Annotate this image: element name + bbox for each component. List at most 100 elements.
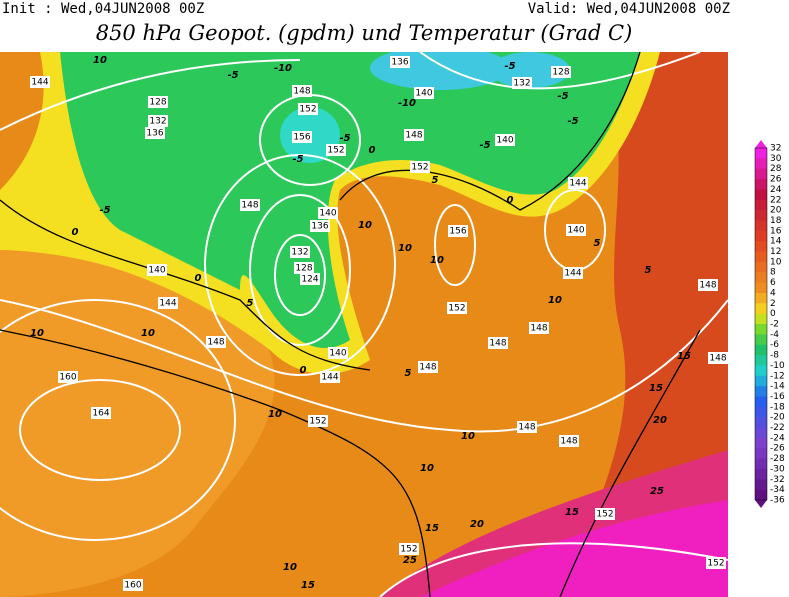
colorbar-label: -32 bbox=[770, 475, 785, 485]
colorbar-swatch bbox=[755, 199, 767, 211]
label-box bbox=[566, 224, 586, 236]
geopotential-label: 144 bbox=[564, 269, 581, 279]
geopotential-label: 128 bbox=[149, 98, 166, 108]
map-title: 850 hPa Geopot. (gpdm) und Temperatur (G… bbox=[96, 21, 633, 45]
geopotential-label: 148 bbox=[419, 363, 436, 373]
label-box bbox=[292, 85, 312, 97]
colorbar-swatch bbox=[755, 168, 767, 180]
label-box bbox=[706, 557, 726, 569]
temperature-label: 15 bbox=[301, 580, 315, 591]
colorbar-label: 32 bbox=[770, 144, 781, 154]
colorbar-label: -26 bbox=[770, 444, 785, 454]
colorbar-label: 30 bbox=[770, 154, 782, 164]
geopotential-label: 144 bbox=[31, 78, 48, 88]
temperature-label: 10 bbox=[283, 562, 297, 573]
colorbar-top-arrow bbox=[755, 140, 767, 148]
label-box bbox=[488, 337, 508, 349]
label-box bbox=[206, 336, 226, 348]
label-box bbox=[300, 273, 320, 285]
colorbar-swatch bbox=[755, 230, 767, 242]
hot-region bbox=[560, 52, 728, 597]
label-box bbox=[123, 579, 143, 591]
colorbar-swatch bbox=[755, 386, 767, 397]
geopotential-label: 124 bbox=[301, 275, 318, 285]
label-box bbox=[91, 407, 111, 419]
temperature-label: -5 bbox=[567, 116, 578, 127]
geopotential-label: 128 bbox=[295, 264, 312, 274]
colorbar-swatch bbox=[755, 406, 767, 418]
label-box bbox=[447, 302, 467, 314]
colorbar-swatch bbox=[755, 158, 767, 170]
colorbar-swatch bbox=[755, 334, 767, 346]
label-box bbox=[148, 115, 168, 127]
temperature-label: 15 bbox=[649, 383, 663, 394]
hottest-region bbox=[420, 500, 728, 597]
colorbar-label: -8 bbox=[770, 351, 779, 361]
colorbar-label: -28 bbox=[770, 454, 785, 464]
colorbar-label: 4 bbox=[770, 288, 776, 298]
label-box bbox=[595, 508, 615, 520]
label-box bbox=[410, 161, 430, 173]
colorbar-swatch bbox=[755, 344, 767, 356]
colorbar: 32302826242220181614121086420-2-4-6-8-10… bbox=[754, 140, 785, 508]
geopotential-label: 140 bbox=[329, 349, 346, 359]
geopotential-label: 140 bbox=[319, 209, 336, 219]
label-box bbox=[310, 220, 330, 232]
colorbar-label: 16 bbox=[770, 226, 782, 236]
temperature-label: 10 bbox=[358, 220, 372, 231]
geopotential-label: 136 bbox=[311, 222, 328, 232]
label-box bbox=[240, 199, 260, 211]
temperature-label: 25 bbox=[403, 555, 417, 566]
geopotential-label: 148 bbox=[405, 131, 422, 141]
colorbar-swatch bbox=[755, 375, 767, 387]
temperature-contours bbox=[0, 52, 701, 597]
colorbar-label: -6 bbox=[770, 340, 779, 350]
colorbar-swatch bbox=[755, 210, 767, 221]
colorbar-swatch bbox=[755, 179, 767, 190]
colorbar-label: -36 bbox=[770, 496, 785, 506]
colorbar-swatch bbox=[755, 468, 767, 480]
cold-region bbox=[60, 52, 640, 349]
colorbar-label: 10 bbox=[770, 257, 782, 267]
warm-ocean bbox=[0, 222, 275, 597]
colorbar-label: 20 bbox=[770, 206, 782, 216]
geopotential-label: 136 bbox=[146, 129, 163, 139]
label-box bbox=[512, 77, 532, 89]
temperature-label: -5 bbox=[292, 154, 303, 165]
temperature-label: 5 bbox=[432, 175, 439, 186]
colorbar-label: -22 bbox=[770, 423, 785, 433]
geopotential-label: 152 bbox=[299, 105, 316, 115]
very-cold-region bbox=[490, 52, 570, 88]
colorbar-label: 0 bbox=[770, 309, 776, 319]
label-box bbox=[320, 371, 340, 383]
colorbar-swatch bbox=[755, 303, 767, 315]
temperature-label: 10 bbox=[548, 295, 562, 306]
temperature-label: 10 bbox=[141, 328, 155, 339]
map: 144 128 132 136 148 152 156 152 140 136 132 128 140 1… bbox=[0, 52, 728, 597]
colorbar-label: 12 bbox=[770, 247, 781, 257]
temperature-label: 20 bbox=[470, 519, 484, 530]
colorbar-frame bbox=[754, 147, 768, 501]
geopotential-label: 148 bbox=[530, 324, 547, 334]
label-box bbox=[448, 225, 468, 237]
geopotential-label: 152 bbox=[309, 417, 326, 427]
valid-time: Valid: Wed,04JUN2008 00Z bbox=[528, 1, 730, 17]
colorbar-label: -24 bbox=[770, 433, 785, 443]
geopotential-label: 132 bbox=[149, 117, 166, 127]
colorbar-swatch bbox=[755, 427, 767, 439]
label-box bbox=[568, 177, 588, 189]
colorbar-swatch bbox=[755, 292, 767, 304]
label-box bbox=[698, 279, 718, 291]
colorbar-label: -20 bbox=[770, 413, 785, 423]
label-box bbox=[390, 56, 410, 68]
geopotential-label: 148 bbox=[560, 437, 577, 447]
geopotential-label: 136 bbox=[391, 58, 408, 68]
geopotential-label: 160 bbox=[124, 581, 141, 591]
colorbar-label: -12 bbox=[770, 371, 785, 381]
label-box bbox=[308, 415, 328, 427]
geopotential-label: 148 bbox=[699, 281, 716, 291]
temperature-label: 10 bbox=[398, 243, 412, 254]
temperature-label: 0 bbox=[195, 273, 202, 284]
colorbar-swatch bbox=[755, 220, 767, 232]
colorbar-label: 18 bbox=[770, 216, 782, 226]
